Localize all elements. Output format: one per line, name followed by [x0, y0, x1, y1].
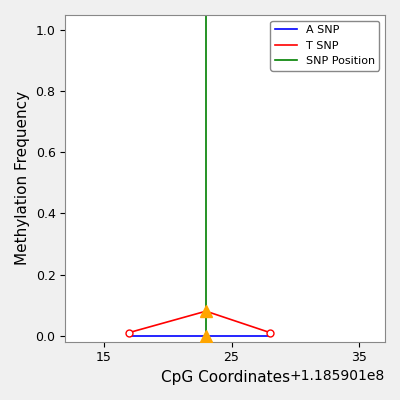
Y-axis label: Methylation Frequency: Methylation Frequency — [15, 91, 30, 266]
Legend: A SNP, T SNP, SNP Position: A SNP, T SNP, SNP Position — [270, 20, 380, 70]
X-axis label: CpG Coordinates: CpG Coordinates — [160, 370, 290, 385]
